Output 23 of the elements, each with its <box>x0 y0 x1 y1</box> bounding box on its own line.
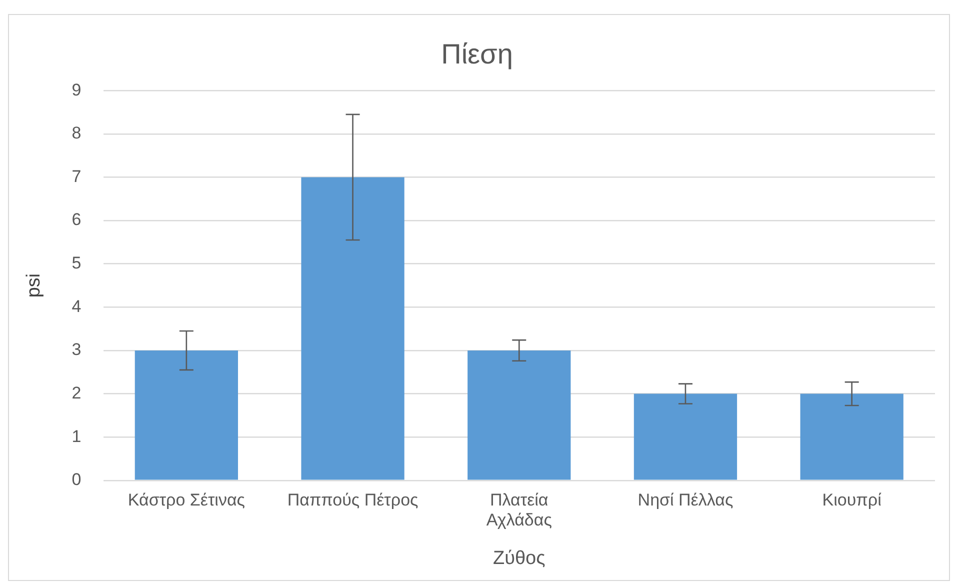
y-tick-label: 3 <box>72 340 82 360</box>
chart-title: Πίεση <box>441 38 513 70</box>
x-tick-label: Κιουπρί <box>822 490 882 510</box>
y-tick-label: 6 <box>72 210 82 230</box>
x-tick-label: Παππούς Πέτρος <box>287 490 418 510</box>
x-tick-label: Πλατεία Αχλάδας <box>486 490 552 530</box>
y-tick-label: 0 <box>72 470 82 490</box>
x-axis-title: Ζύθος <box>492 548 546 569</box>
bar <box>134 350 238 480</box>
bar <box>301 177 404 480</box>
y-tick-label: 9 <box>72 80 82 100</box>
y-tick-label: 5 <box>72 254 82 273</box>
y-tick-label: 8 <box>72 124 82 143</box>
y-tick-label: 4 <box>72 296 82 316</box>
x-tick-label: Νησί Πέλλας <box>638 490 734 510</box>
bar <box>634 394 738 480</box>
y-tick-label: 2 <box>72 383 82 402</box>
y-axis-title: psi <box>24 273 45 298</box>
x-tick-label: Κάστρο Σέτινας <box>128 490 245 510</box>
y-tick-label: 7 <box>72 166 82 186</box>
y-tick-label: 1 <box>72 426 82 446</box>
bar <box>468 350 571 480</box>
bar <box>800 394 904 480</box>
